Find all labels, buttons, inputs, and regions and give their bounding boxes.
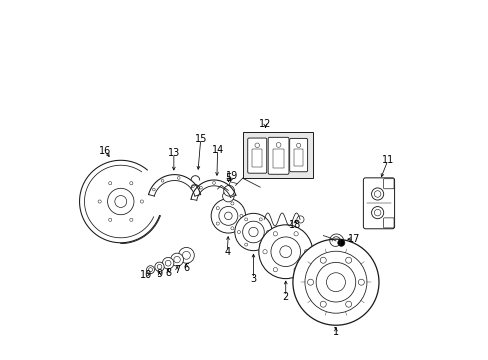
Bar bbox=[252, 149, 262, 167]
FancyBboxPatch shape bbox=[267, 137, 288, 174]
FancyBboxPatch shape bbox=[289, 138, 307, 172]
Text: 18: 18 bbox=[289, 220, 301, 230]
Circle shape bbox=[292, 239, 378, 325]
Circle shape bbox=[223, 185, 234, 196]
Text: 3: 3 bbox=[250, 274, 256, 284]
Text: 7: 7 bbox=[174, 265, 180, 275]
FancyBboxPatch shape bbox=[383, 218, 393, 228]
Text: 17: 17 bbox=[347, 234, 359, 244]
Text: 14: 14 bbox=[211, 144, 224, 154]
Circle shape bbox=[146, 266, 154, 274]
Text: 8: 8 bbox=[165, 267, 171, 278]
Circle shape bbox=[258, 225, 312, 279]
Text: 16: 16 bbox=[99, 145, 111, 156]
Text: 11: 11 bbox=[381, 155, 393, 165]
FancyBboxPatch shape bbox=[247, 138, 266, 173]
Circle shape bbox=[337, 239, 344, 246]
Text: 12: 12 bbox=[259, 120, 271, 129]
Bar bbox=[293, 149, 303, 166]
Circle shape bbox=[211, 199, 245, 233]
Circle shape bbox=[371, 188, 383, 200]
Circle shape bbox=[155, 262, 164, 271]
Circle shape bbox=[162, 257, 174, 269]
Text: 9: 9 bbox=[156, 269, 162, 279]
Circle shape bbox=[296, 216, 304, 223]
Text: 10: 10 bbox=[140, 270, 152, 280]
FancyBboxPatch shape bbox=[383, 179, 393, 189]
FancyBboxPatch shape bbox=[363, 178, 394, 229]
Bar bbox=[273, 149, 284, 168]
Text: 15: 15 bbox=[194, 134, 206, 144]
Text: 5: 5 bbox=[225, 173, 231, 183]
Bar bbox=[242, 132, 312, 178]
Circle shape bbox=[178, 247, 194, 263]
Text: 6: 6 bbox=[183, 263, 189, 273]
Text: 1: 1 bbox=[332, 327, 338, 337]
Circle shape bbox=[234, 213, 271, 251]
Text: 4: 4 bbox=[224, 247, 230, 257]
Text: 19: 19 bbox=[225, 171, 238, 181]
Text: 2: 2 bbox=[282, 292, 288, 302]
Circle shape bbox=[371, 207, 383, 219]
Circle shape bbox=[222, 190, 234, 202]
Circle shape bbox=[170, 253, 183, 266]
Text: 13: 13 bbox=[167, 148, 180, 158]
